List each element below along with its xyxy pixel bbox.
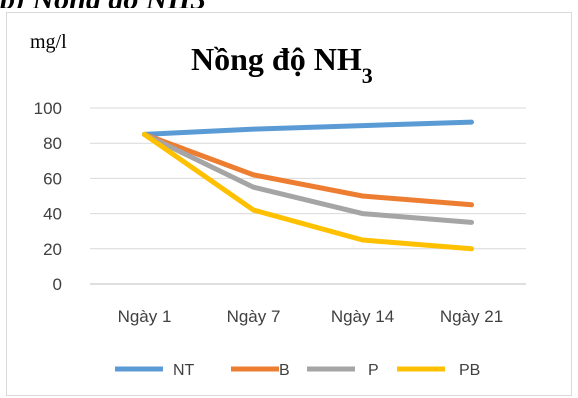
y-tick-label: 100 (34, 99, 62, 118)
legend-label-p: P (368, 362, 379, 379)
chart-title-main: Nồng độ NH (191, 41, 362, 77)
legend-label-b: B (279, 362, 290, 379)
x-tick-label: Ngày 7 (227, 307, 281, 326)
legend-label-pb: PB (459, 362, 480, 379)
caption-fragment: b) Nồng độ NH3 (0, 0, 578, 8)
y-tick-label: 0 (53, 275, 62, 294)
chart-frame (6, 12, 572, 396)
unit-label: mg/l (30, 31, 67, 53)
series-line-b (142, 131, 474, 208)
series-line-nt (142, 119, 474, 137)
chart-title-subscript: 3 (362, 63, 373, 88)
x-tick-label: Ngày 1 (118, 307, 172, 326)
x-axis-ticks: Ngày 1 Ngày 7 Ngày 14 Ngày 21 (118, 307, 504, 326)
series-line-pb (142, 131, 474, 252)
y-tick-label: 40 (43, 205, 62, 224)
legend: NT B P PB (115, 362, 480, 379)
y-axis-ticks: 0 20 40 60 80 100 (34, 99, 62, 294)
legend-label-nt: NT (173, 362, 195, 379)
y-tick-label: 20 (43, 240, 62, 259)
series-line-p (142, 131, 474, 225)
y-tick-label: 80 (43, 134, 62, 153)
x-tick-label: Ngày 21 (440, 307, 503, 326)
series-lines (142, 119, 474, 252)
x-tick-label: Ngày 14 (331, 307, 394, 326)
chart-title: Nồng độ NH3 (191, 41, 373, 88)
y-tick-label: 60 (43, 169, 62, 188)
